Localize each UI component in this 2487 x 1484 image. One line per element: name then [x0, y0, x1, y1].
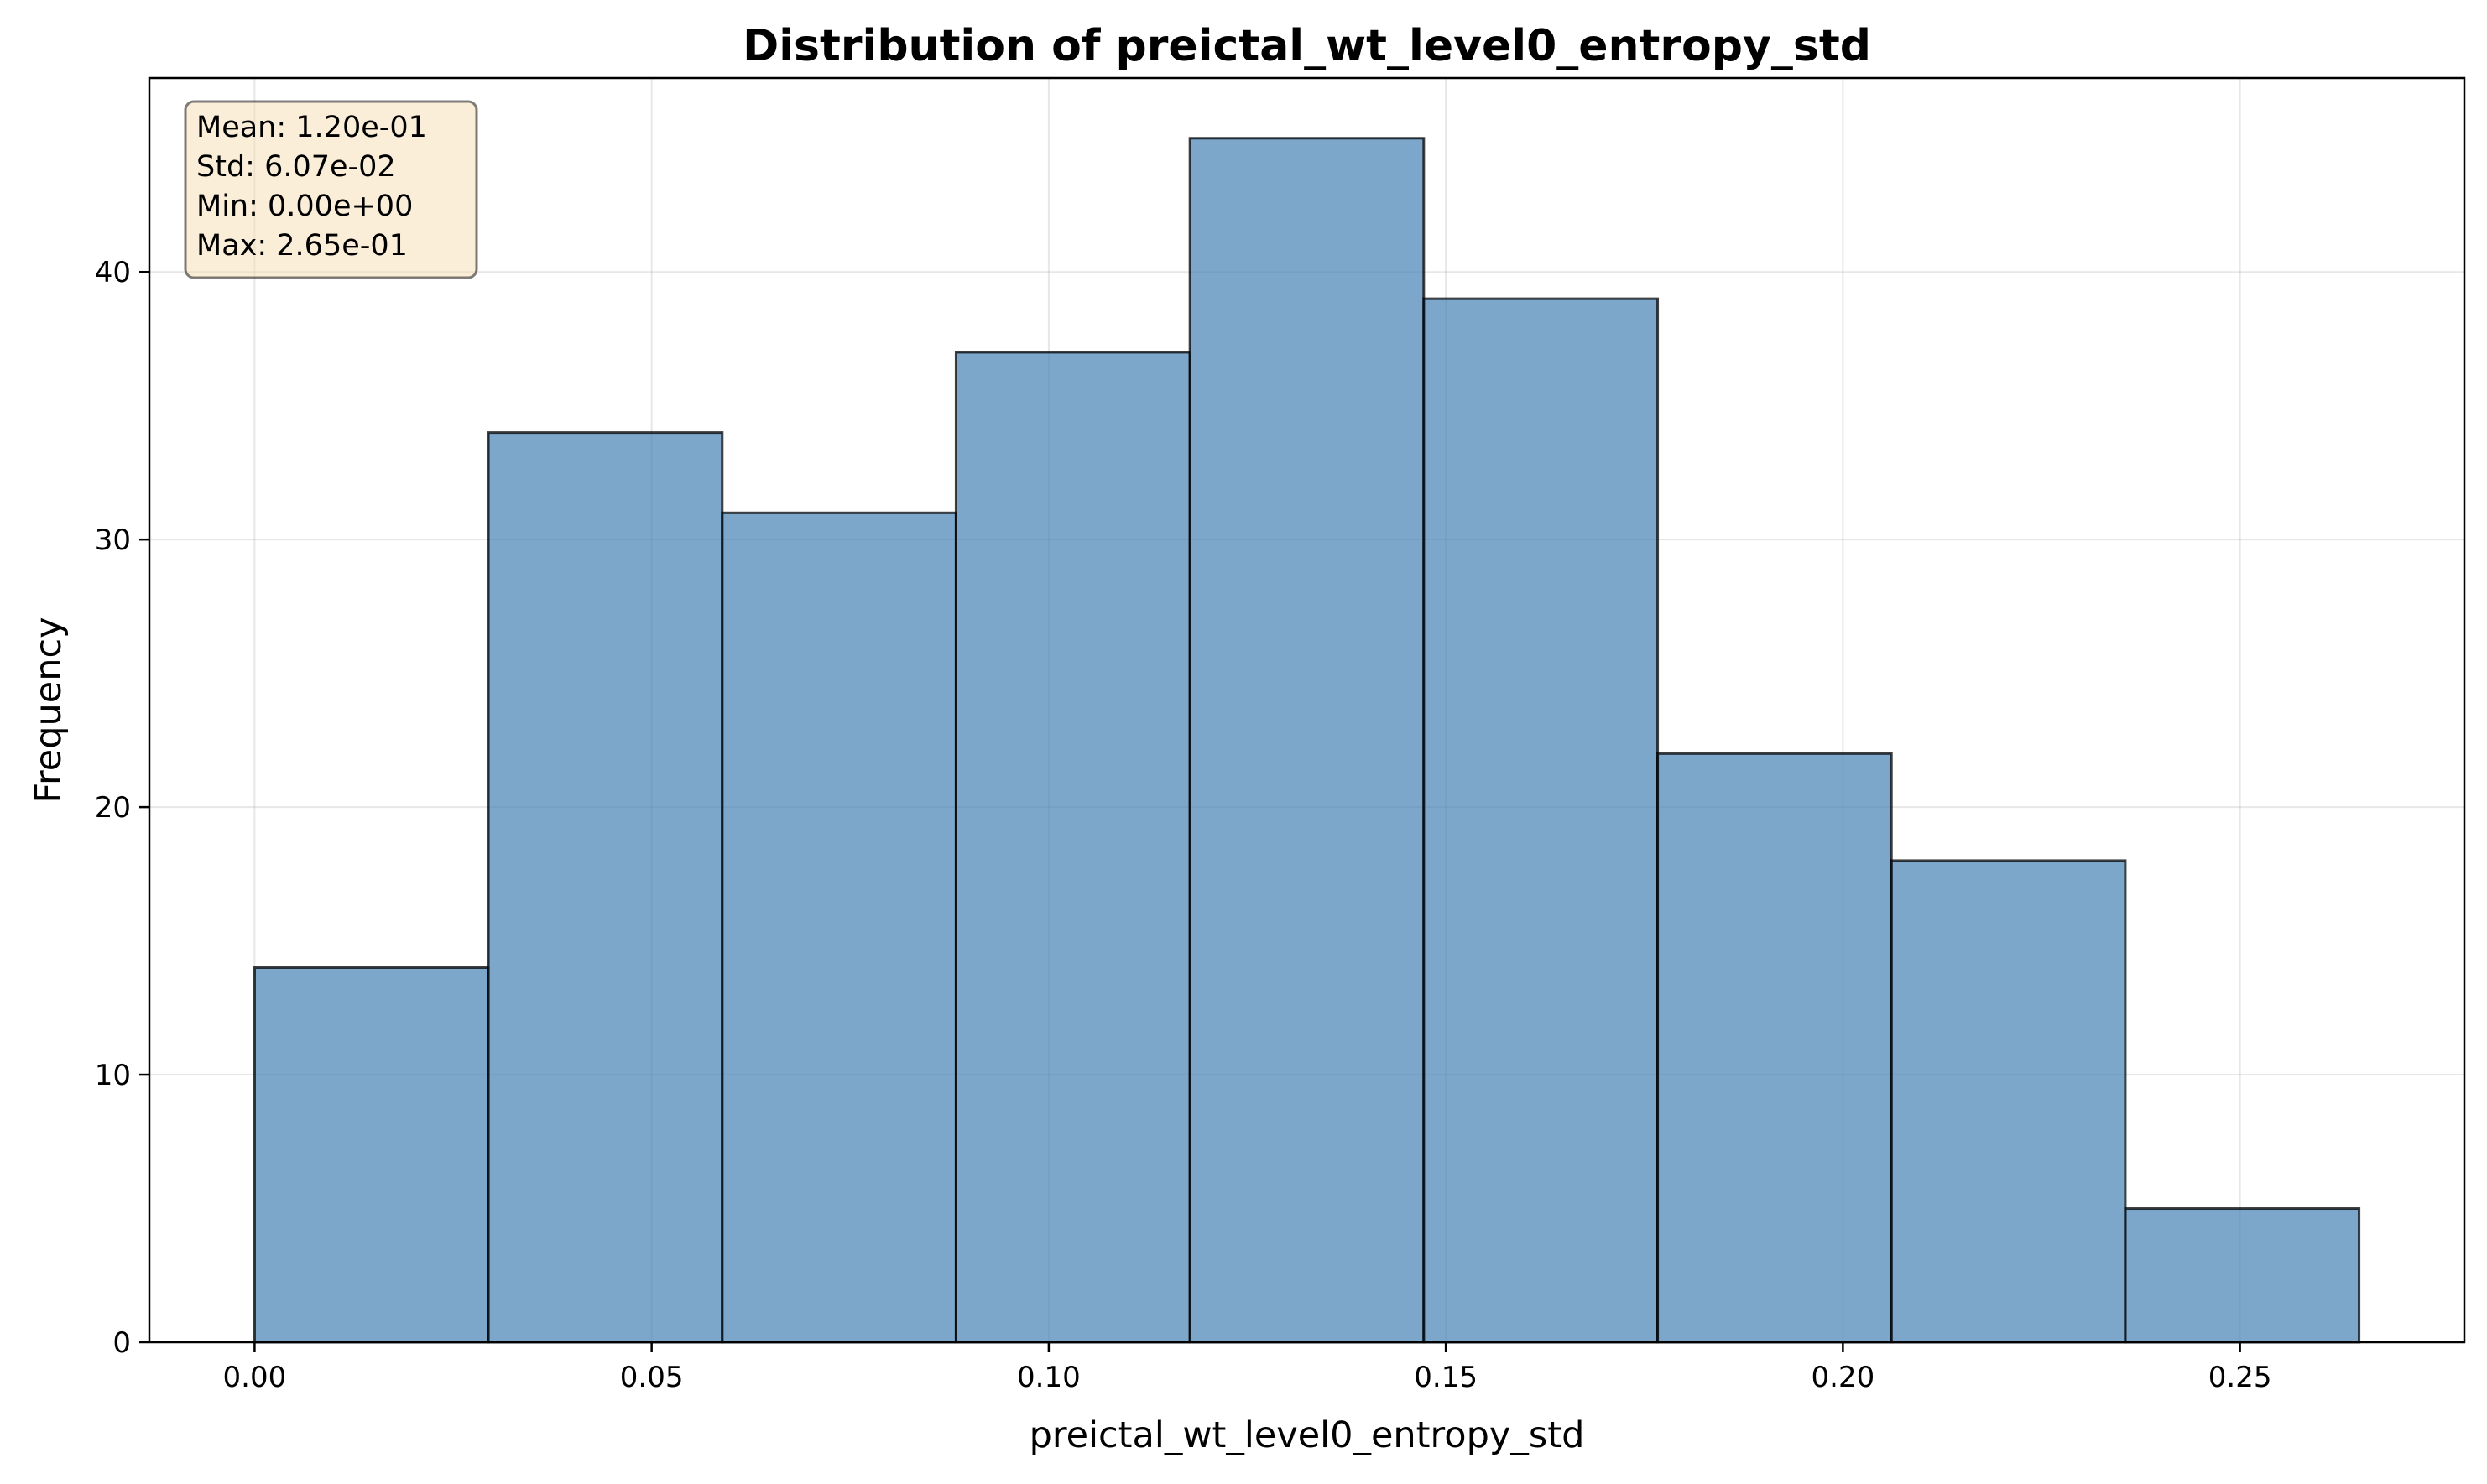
bars-layer — [253, 137, 2361, 1344]
x-tick-label-1: 0.05 — [620, 1361, 684, 1394]
y-tick-label-4: 40 — [95, 256, 131, 289]
chart-title: Distribution of preictal_wt_level0_entro… — [743, 21, 1871, 71]
stats-max: Max: 2.65e-01 — [196, 229, 408, 263]
x-tick-label-4: 0.20 — [1812, 1361, 1875, 1394]
histogram-bar-2 — [721, 511, 957, 1344]
histogram-bar-3 — [954, 351, 1191, 1344]
histogram-bar-6 — [1656, 752, 1893, 1344]
y-tick-label-0: 0 — [112, 1326, 131, 1360]
x-tick-label-3: 0.15 — [1414, 1361, 1478, 1394]
stats-box-background — [184, 100, 478, 279]
axes-frame — [148, 76, 2466, 1344]
histogram-bar-7 — [1890, 859, 2127, 1344]
y-tick-label-1: 10 — [95, 1059, 131, 1092]
stats-min: Min: 0.00e+00 — [196, 190, 413, 223]
histogram-bar-5 — [1422, 297, 1660, 1344]
histogram-bar-0 — [253, 966, 490, 1344]
x-tick-label-5: 0.25 — [2208, 1361, 2272, 1394]
x-tick-label-2: 0.10 — [1017, 1361, 1081, 1394]
x-axis-label: preictal_wt_level0_entropy_std — [1030, 1414, 1585, 1456]
histogram-bar-1 — [487, 431, 724, 1344]
stats-std: Std: 6.07e-02 — [196, 150, 396, 184]
histogram-bar-8 — [2124, 1207, 2361, 1344]
y-tick-label-3: 30 — [95, 523, 131, 557]
stats-box: Mean: 1.20e-01 Std: 6.07e-02 Min: 0.00e+… — [184, 100, 478, 279]
y-tick-label-2: 20 — [95, 791, 131, 825]
histogram-bar-4 — [1188, 137, 1426, 1344]
ticks-layer: 0.00 0.05 0.10 0.15 0.20 0.25 0 10 20 30 40 — [95, 256, 2272, 1394]
x-tick-label-0: 0.00 — [223, 1361, 287, 1394]
stats-mean: Mean: 1.20e-01 — [196, 111, 427, 144]
y-axis-label: Frequency — [28, 617, 70, 803]
